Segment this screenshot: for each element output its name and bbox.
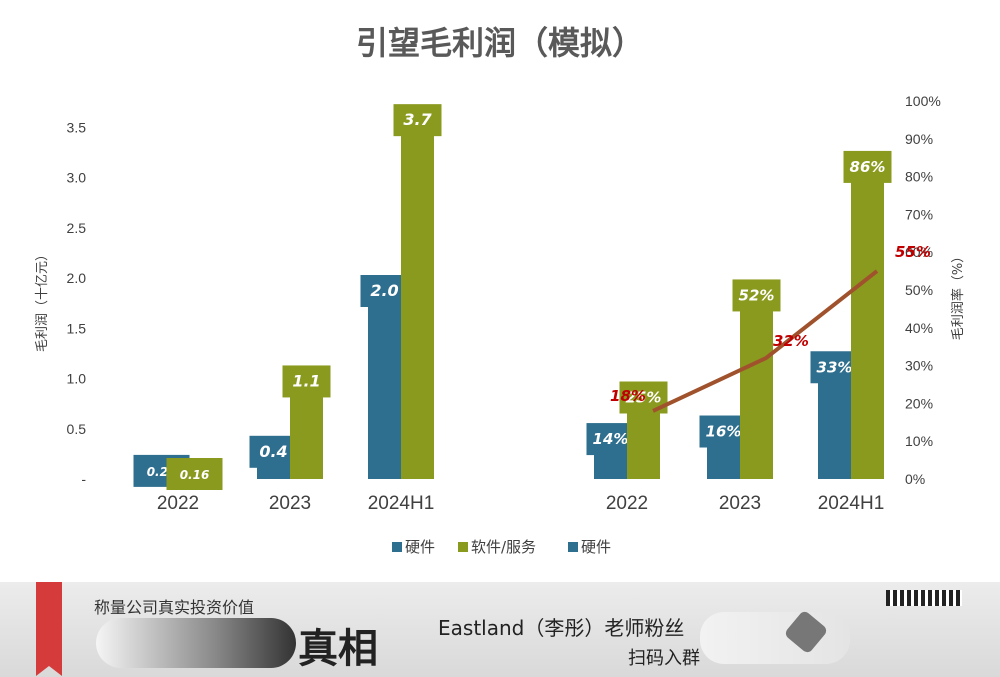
right-tick-label: 70% xyxy=(905,206,933,222)
right-tick-label: 0% xyxy=(905,471,925,487)
data-label-box xyxy=(393,104,442,137)
data-label: 2.0 xyxy=(370,281,398,300)
right-tick-label: 100% xyxy=(905,93,941,109)
data-label-box xyxy=(732,279,781,312)
line-data-label: 32% xyxy=(773,332,809,350)
legend-label-hardware: 硬件 xyxy=(405,538,435,556)
data-label: 86% xyxy=(850,158,886,176)
data-label-box xyxy=(810,351,859,384)
line-data-label: 18% xyxy=(610,387,646,405)
data-label-box xyxy=(360,275,409,307)
right-tick-label: 80% xyxy=(905,169,933,185)
blurred-overlay xyxy=(96,618,296,668)
left-tick-label: 2.0 xyxy=(67,270,87,286)
data-label-box xyxy=(586,423,635,456)
qr-code-icon xyxy=(886,590,962,606)
right-tick-label: 50% xyxy=(905,282,933,298)
left-tick-label: 0.5 xyxy=(67,421,87,437)
data-label-box xyxy=(843,150,892,183)
right-tick-label: 60% xyxy=(905,244,933,260)
legend: 硬件 软件/服务 硬件 xyxy=(392,538,611,556)
bar xyxy=(740,282,773,479)
data-label: 25% xyxy=(626,389,662,407)
bar xyxy=(368,278,401,479)
banner-top-text: 称量公司真实投资价值 xyxy=(94,598,255,617)
data-label: 16% xyxy=(706,423,742,441)
promo-banner: 称量公司真实投资价值 真相 Eastland（李彤）老师粉丝 扫码入群 xyxy=(0,582,1000,677)
right-axis-title: 毛利润率（%） xyxy=(950,250,966,340)
bar xyxy=(401,107,434,480)
margin-line-layer: 18% 32% 55% xyxy=(610,243,931,413)
x-categories: 2022 2023 2024H1 2022 2023 2024H1 xyxy=(157,493,884,514)
data-label: 3.7 xyxy=(403,110,432,129)
data-label: 0.4 xyxy=(259,442,287,461)
line-data-label: 55% xyxy=(895,243,931,261)
data-label: 33% xyxy=(817,358,853,376)
blurred-overlay-2 xyxy=(700,612,850,664)
data-label-box xyxy=(166,458,223,490)
data-label: 14% xyxy=(593,430,629,448)
left-tick-label: 3.5 xyxy=(67,119,87,135)
right-tick-label: 30% xyxy=(905,358,933,374)
x-category-label: 2023 xyxy=(269,493,311,514)
banner-bottom-text: 扫码入群 xyxy=(628,648,700,669)
data-label: 52% xyxy=(739,286,775,304)
data-label-box xyxy=(249,435,298,468)
right-tick-label: 90% xyxy=(905,131,933,147)
right-y-axis: 0% 10% 20% 30% 40% 50% 60% 70% 80% 90% 100% xyxy=(905,93,941,487)
legend-label-software: 软件/服务 xyxy=(471,538,536,556)
left-tick-label: 1.0 xyxy=(67,371,87,387)
legend-swatch-hardware xyxy=(392,542,402,552)
data-label-box xyxy=(699,415,748,448)
x-category-label: 2022 xyxy=(157,493,199,514)
chart-title: 引望毛利润（模拟） xyxy=(356,24,644,62)
legend-swatch-hardware-2 xyxy=(568,542,578,552)
x-category-label: 2022 xyxy=(606,493,648,514)
chart-area: 引望毛利润（模拟） - 0.5 1.0 1.5 2.0 2.5 3.0 3.5 0% 10% 20… xyxy=(35,24,966,556)
right-tick-label: 40% xyxy=(905,320,933,336)
data-label: 1.1 xyxy=(292,371,320,390)
left-tick-label: 2.5 xyxy=(67,220,87,236)
data-label-box xyxy=(282,365,331,398)
x-category-label: 2024H1 xyxy=(818,493,885,514)
banner-mid-text: Eastland（李彤）老师粉丝 xyxy=(438,616,685,640)
legend-label-hardware-2: 硬件 xyxy=(581,538,611,556)
margin-line xyxy=(652,269,879,413)
left-tick-label: 3.0 xyxy=(67,170,87,186)
left-tick-label: 1.5 xyxy=(67,320,87,336)
right-tick-label: 10% xyxy=(905,433,933,449)
ribbon-decoration xyxy=(36,582,62,676)
left-y-axis: - 0.5 1.0 1.5 2.0 2.5 3.0 3.5 xyxy=(67,119,87,487)
data-label: 0.16 xyxy=(180,468,210,482)
left-tick-label: - xyxy=(81,471,86,487)
bar xyxy=(851,153,884,480)
x-category-label: 2024H1 xyxy=(368,493,435,514)
banner-big-text: 真相 xyxy=(298,625,378,672)
bars-layer: 0.21 0.160.41.12.03.714%25%16%52%33%86% xyxy=(133,104,892,490)
left-axis-title: 毛利润（十亿元） xyxy=(35,248,50,352)
right-tick-label: 20% xyxy=(905,395,933,411)
x-category-label: 2023 xyxy=(719,493,761,514)
legend-swatch-software xyxy=(458,542,468,552)
